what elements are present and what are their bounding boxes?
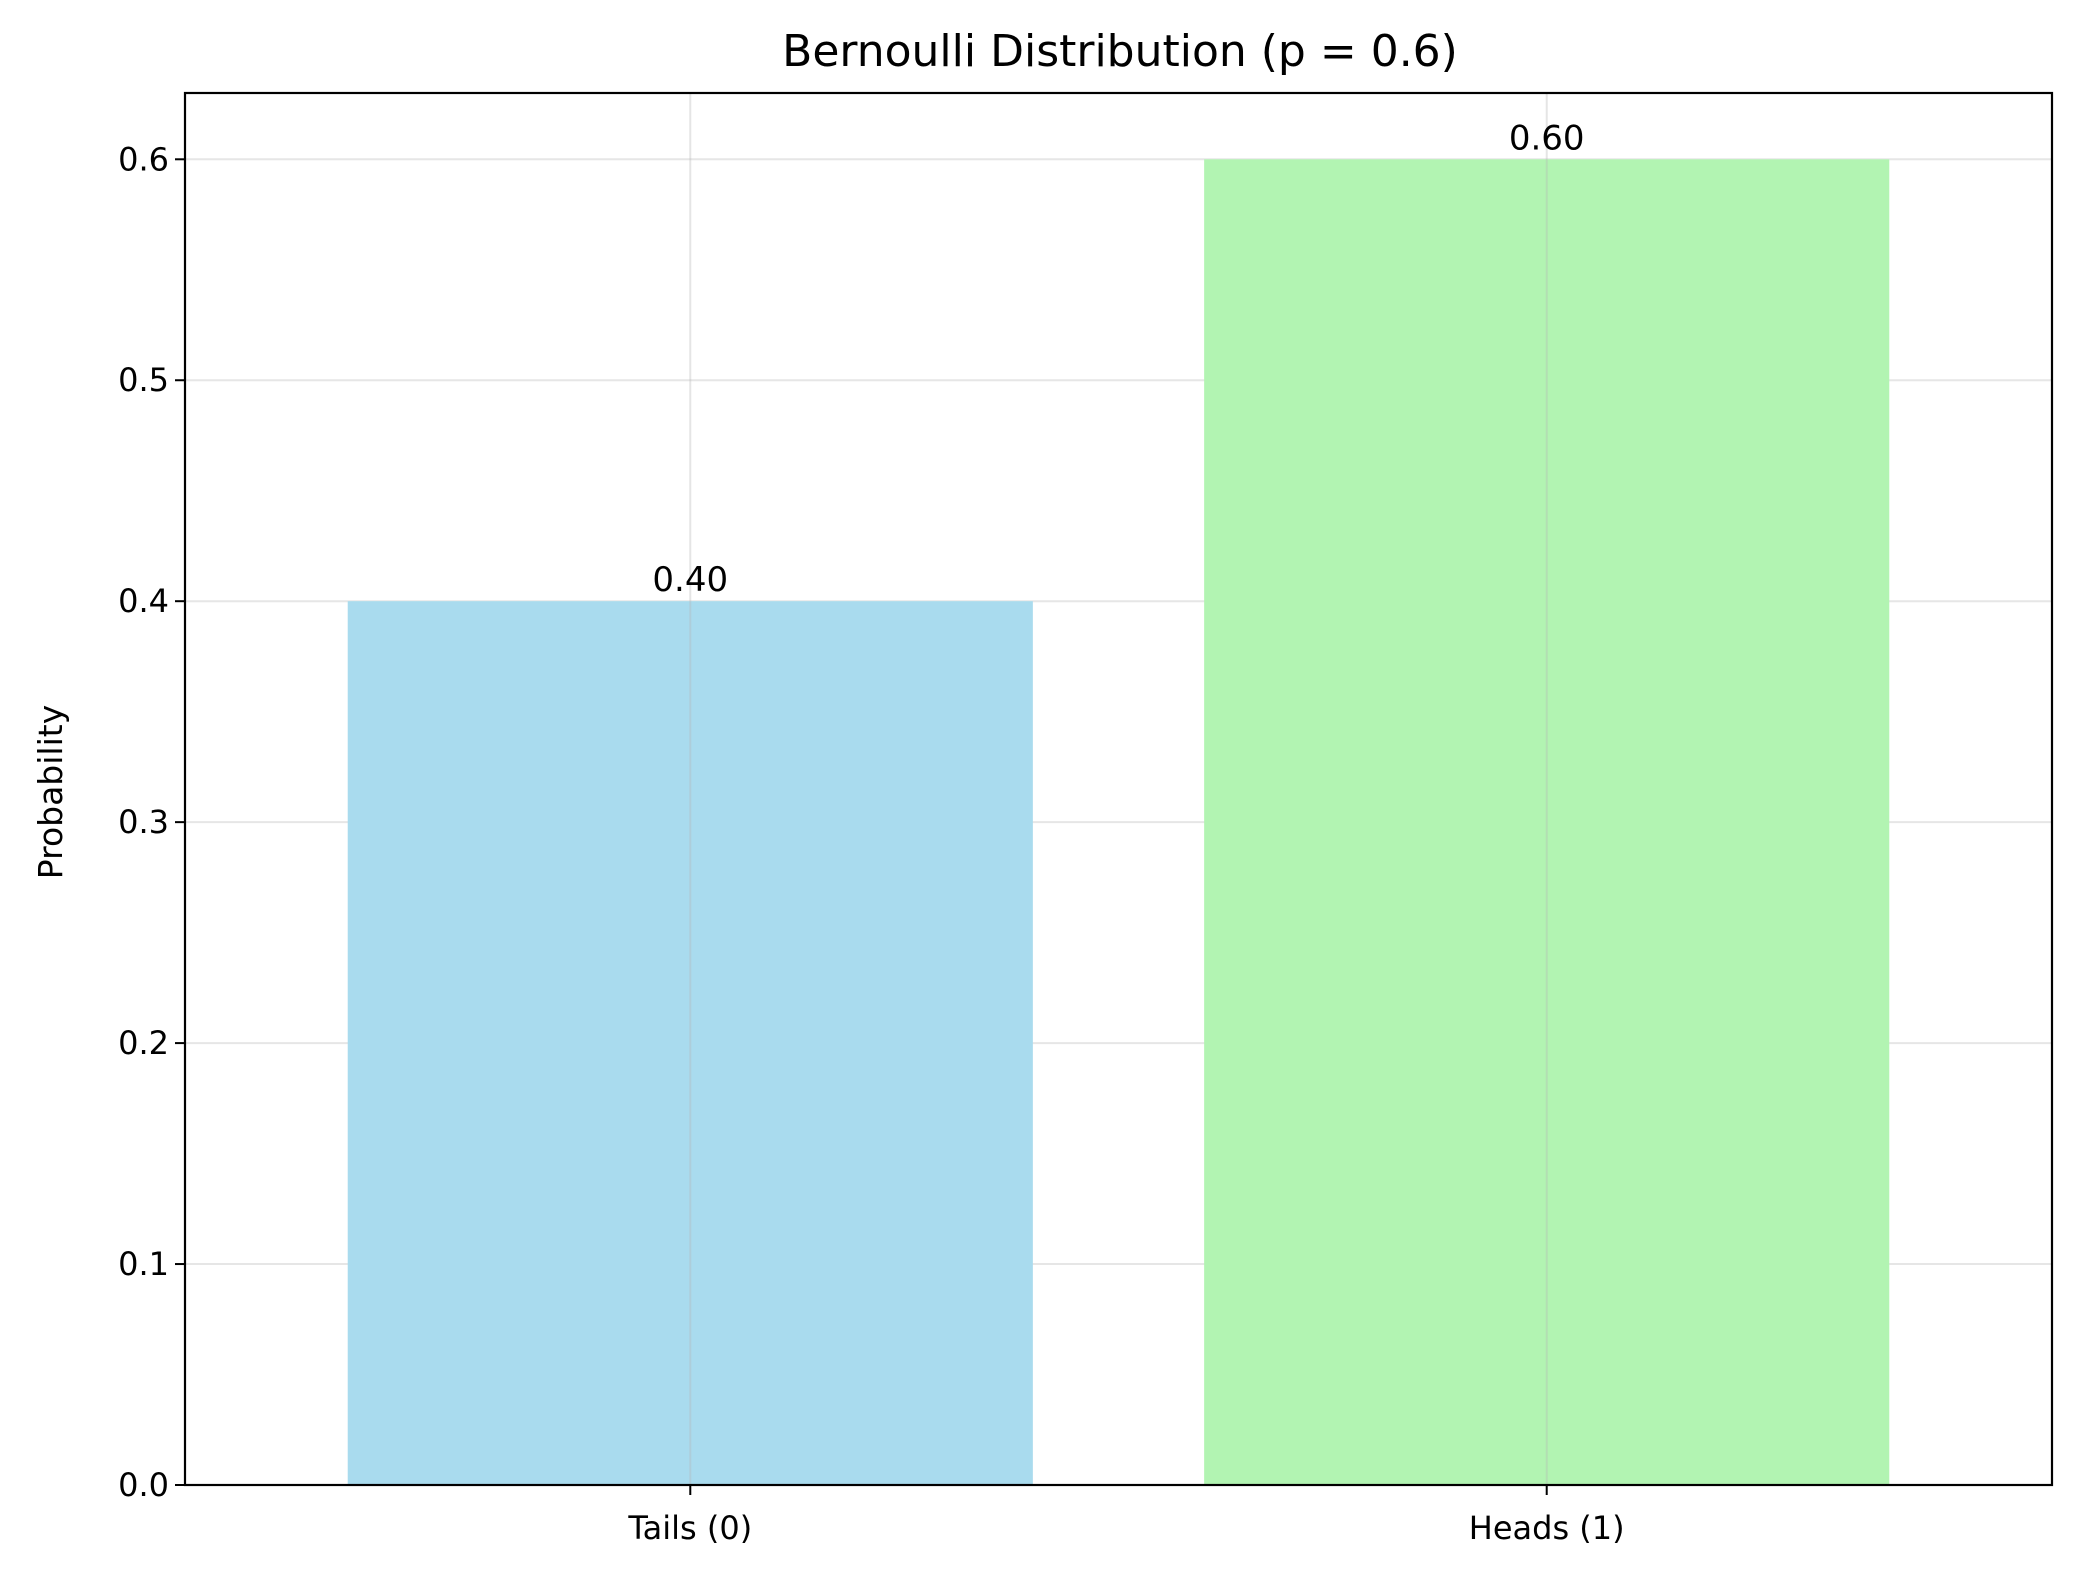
- y-tick-label: 0.1: [118, 1245, 169, 1283]
- bar-value-label: 0.60: [1509, 118, 1585, 158]
- x-tick-label: Tails (0): [627, 1509, 752, 1547]
- bars: [347, 159, 1890, 1485]
- y-tick-label: 0.4: [118, 582, 169, 620]
- plot-frame: [183, 91, 2054, 1487]
- vertical-grid-lines: [689, 93, 1548, 1485]
- y-tick-label: 0.6: [118, 140, 169, 178]
- bar-0: [347, 601, 1033, 1485]
- bar-1: [1204, 159, 1890, 1485]
- y-tick-label: 0.2: [118, 1024, 169, 1062]
- y-axis-label: Probability: [31, 705, 70, 879]
- bar-value-label: 0.40: [652, 560, 728, 600]
- y-tick-label: 0.0: [118, 1466, 169, 1504]
- labels: 0.0 0.1 0.2 0.3 0.4 0.5 0.6 Tails (0) Heads (1) 0…: [118, 118, 1625, 1547]
- y-tick-label: 0.3: [118, 803, 169, 841]
- chart-title: Bernoulli Distribution (p = 0.6): [782, 26, 1458, 77]
- axes: [175, 91, 2054, 1495]
- y-tick-label: 0.5: [118, 361, 169, 399]
- x-tick-label: Heads (1): [1469, 1509, 1625, 1547]
